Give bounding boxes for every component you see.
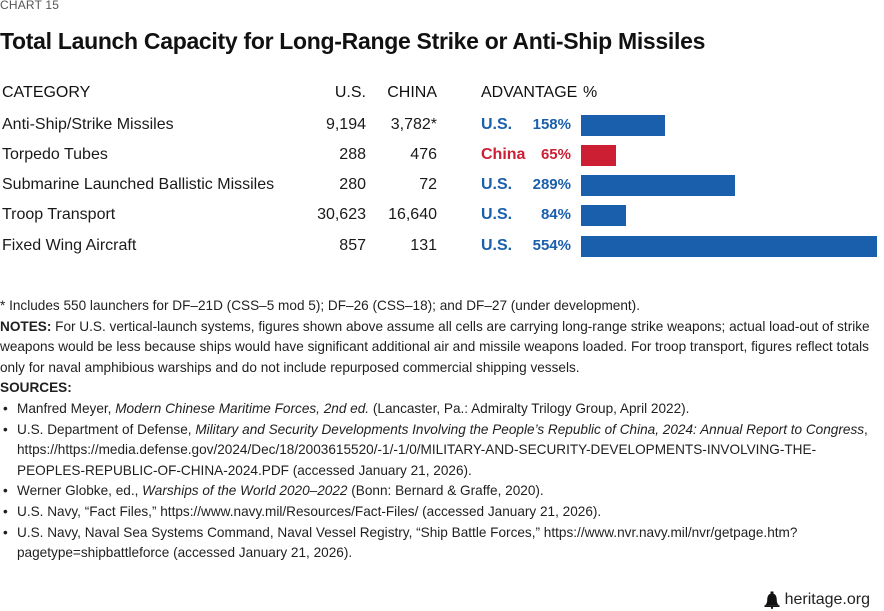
source-post: (Bonn: Bernard & Graffe, 2020). — [347, 483, 544, 499]
notes-section: * Includes 550 launchers for DF–21D (CSS… — [0, 296, 884, 564]
row-us-value: 9,194 — [325, 116, 366, 133]
row-pct-label: 289% — [532, 176, 571, 193]
row-advantage: U.S. — [481, 237, 513, 254]
row-china-value: 16,640 — [388, 206, 437, 223]
source-ital: Modern Chinese Maritime Forces, 2nd ed. — [115, 400, 370, 416]
sources-label: SOURCES: — [0, 380, 72, 396]
row-category: Torpedo Tubes — [2, 146, 108, 163]
row-pct-label: 554% — [532, 237, 571, 254]
sources-list: Manfred Meyer, Modern Chinese Maritime F… — [0, 399, 884, 564]
source-pre: Werner Globke, ed., — [17, 483, 143, 499]
footnote: * Includes 550 launchers for DF–21D (CSS… — [0, 298, 640, 313]
header-us: U.S. — [334, 84, 366, 101]
row-category: Anti-Ship/Strike Missiles — [2, 116, 174, 133]
source-post: (Lancaster, Pa.: Admiralty Trilogy Group… — [369, 400, 690, 416]
header-advantage: ADVANTAGE — [481, 84, 578, 101]
row-pct-label: 158% — [532, 116, 571, 133]
row-advantage: U.S. — [481, 176, 513, 193]
advantage-bar — [581, 115, 665, 136]
row-china-value: 72 — [419, 176, 437, 193]
table-row: Anti-Ship/Strike Missiles 9,194 3,782* U.S.… — [0, 114, 884, 140]
advantage-bar — [581, 175, 735, 196]
row-pct-label: 84% — [540, 206, 571, 223]
liberty-bell-icon — [764, 591, 780, 609]
header-pct: % — [583, 84, 598, 101]
row-us-value: 280 — [339, 176, 366, 193]
source-item: Manfred Meyer, Modern Chinese Maritime F… — [0, 399, 884, 420]
row-china-value: 131 — [410, 237, 437, 254]
source-post: , https://https://media.defense.gov/2024… — [17, 421, 868, 478]
row-advantage: U.S. — [481, 116, 513, 133]
source-item: U.S. Navy, Naval Sea Systems Command, Na… — [0, 523, 884, 564]
chart-label: CHART 15 — [0, 0, 60, 12]
row-category: Troop Transport — [2, 206, 116, 223]
footer-brand-text: heritage.org — [784, 591, 870, 608]
header-category: CATEGORY — [2, 84, 91, 101]
source-item: U.S. Navy, “Fact Files,” https://www.nav… — [0, 502, 884, 523]
source-pre: Manfred Meyer, — [17, 400, 116, 416]
table-row: Fixed Wing Aircraft 857 131 U.S. 554% — [0, 235, 884, 261]
notes-label: NOTES: — [0, 318, 52, 334]
advantage-bar — [581, 145, 616, 166]
advantage-bar — [581, 205, 626, 226]
row-us-value: 30,623 — [317, 206, 366, 223]
row-china-value: 3,782* — [390, 116, 437, 133]
table-row: Torpedo Tubes 288 476 China 65% — [0, 144, 884, 170]
source-pre: U.S. Navy, Naval Sea Systems Command, Na… — [17, 524, 798, 561]
row-advantage: China — [481, 146, 526, 163]
row-category: Submarine Launched Ballistic Missiles — [2, 176, 275, 193]
source-item: Werner Globke, ed., Warships of the Worl… — [0, 481, 884, 502]
row-pct-label: 65% — [540, 146, 571, 163]
row-us-value: 288 — [339, 146, 366, 163]
source-item: U.S. Department of Defense, Military and… — [0, 420, 884, 482]
source-pre: U.S. Navy, “Fact Files,” https://www.nav… — [17, 503, 602, 519]
header-china: CHINA — [387, 84, 437, 101]
chart-title: Total Launch Capacity for Long-Range Str… — [0, 28, 706, 54]
row-category: Fixed Wing Aircraft — [2, 237, 137, 254]
footer-brand: heritage.org — [764, 591, 870, 609]
row-china-value: 476 — [410, 146, 437, 163]
source-pre: U.S. Department of Defense, — [17, 421, 196, 437]
source-ital: Warships of the World 2020–2022 — [142, 483, 348, 499]
advantage-bar — [581, 236, 877, 257]
table-row: Troop Transport 30,623 16,640 U.S. 84% — [0, 204, 884, 230]
row-advantage: U.S. — [481, 206, 513, 223]
row-us-value: 857 — [339, 237, 366, 254]
source-ital: Military and Security Developments Invol… — [195, 421, 865, 437]
notes-paragraph: NOTES: For U.S. vertical-launch systems,… — [0, 317, 884, 379]
notes-text: For U.S. vertical-launch systems, figure… — [0, 318, 870, 375]
table-row: Submarine Launched Ballistic Missiles 280… — [0, 174, 884, 200]
